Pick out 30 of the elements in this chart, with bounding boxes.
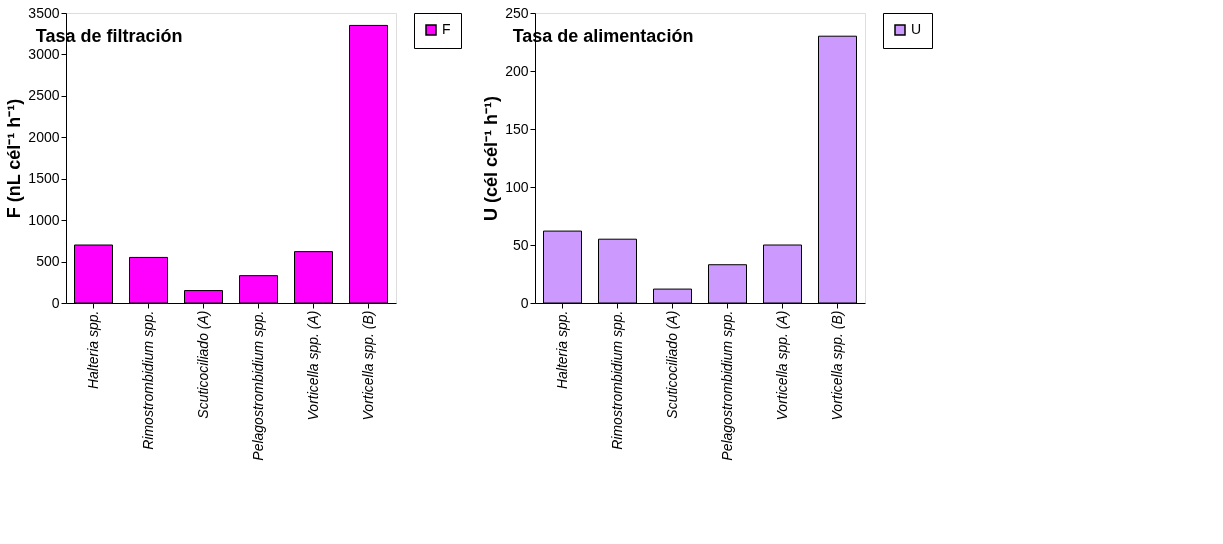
y-tick-label: 0 [51, 294, 60, 311]
y-axis-title: F (nL cél⁻¹ h⁻¹) [4, 98, 25, 219]
x-tick-label: Scuticociliado (A) [194, 310, 211, 419]
y-tick-label: 250 [505, 4, 529, 21]
x-tick-label: Vorticella spp. (B) [828, 310, 845, 421]
x-tick-label: Vorticella spp. (A) [773, 310, 790, 421]
x-tick-label: Rimostrombidium spp. [139, 310, 156, 450]
x-tick-label: Rimostrombidium spp. [608, 310, 625, 450]
y-tick-label: 100 [505, 178, 529, 195]
x-tick-label: Vorticella spp. (B) [359, 310, 376, 421]
y-tick-label: 0 [520, 294, 529, 311]
y-tick-label: 50 [512, 236, 529, 253]
x-tick-label: Pelagostrombidium spp. [249, 310, 266, 461]
x-tick-label: Pelagostrombidium spp. [718, 310, 735, 461]
y-tick-label: 3500 [28, 4, 60, 21]
y-tick-label: 1500 [28, 170, 60, 187]
x-tick-label: Halteria spp. [553, 310, 570, 390]
y-tick-label: 2500 [28, 87, 60, 104]
legend-label: F [442, 21, 451, 37]
y-tick-label: 200 [505, 62, 529, 79]
x-tick-label: Scuticociliado (A) [663, 310, 680, 419]
y-tick-label: 3000 [28, 45, 60, 62]
legend-label: U [911, 21, 922, 37]
x-tick-label: Vorticella spp. (A) [304, 310, 321, 421]
y-tick-label: 150 [505, 120, 529, 137]
y-tick-label: 1000 [28, 211, 60, 228]
y-axis-title: U (cél cél⁻¹ h⁻¹) [481, 95, 502, 222]
y-tick-label: 500 [36, 253, 60, 270]
y-tick-label: 2000 [28, 128, 60, 145]
x-tick-label: Halteria spp. [84, 310, 101, 390]
